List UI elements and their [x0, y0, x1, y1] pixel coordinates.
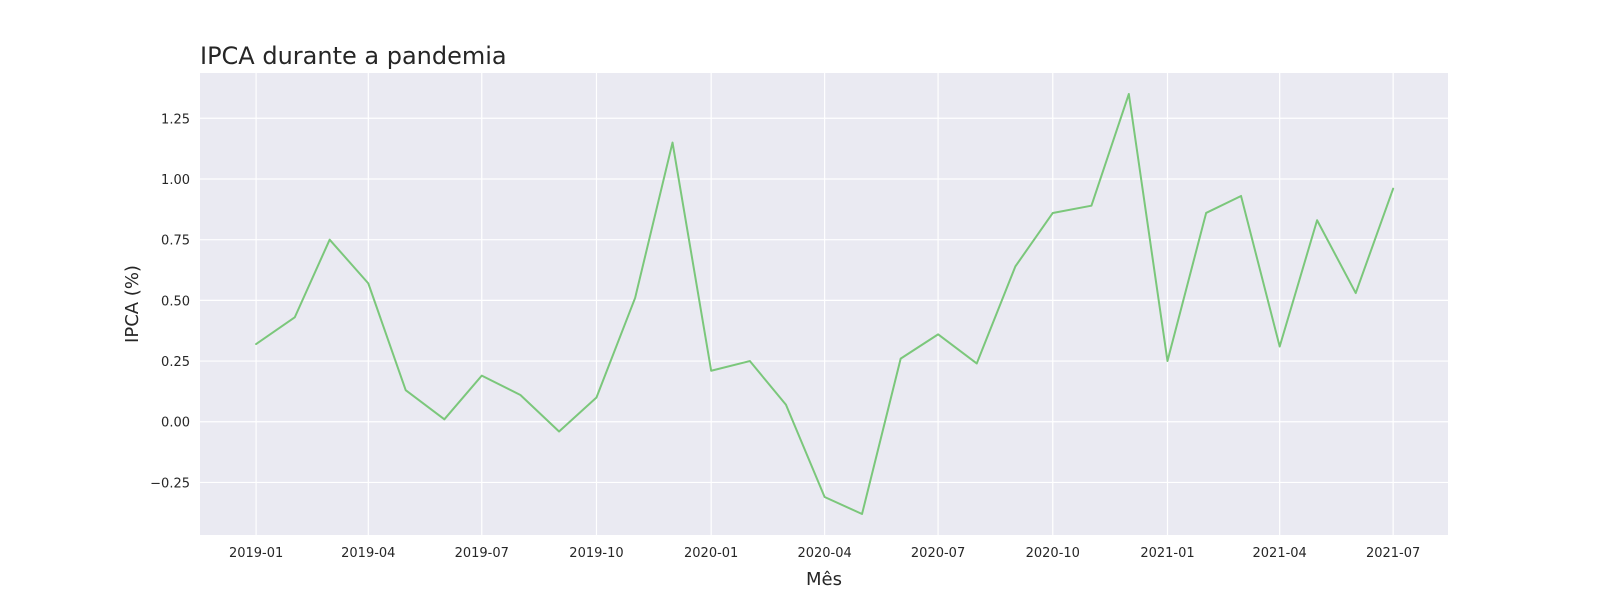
x-tick-label: 2019-07: [455, 546, 509, 561]
plot-area: [200, 73, 1448, 535]
x-tick-label: 2020-07: [911, 546, 965, 561]
series-layer: [255, 93, 1395, 515]
x-tick-label: 2019-01: [229, 546, 283, 561]
y-tick-label: 1.25: [161, 112, 190, 127]
x-axis-label: Mês: [806, 569, 842, 590]
x-tick-label: 2020-10: [1026, 546, 1080, 561]
grid-lines: [200, 73, 1448, 535]
y-tick-label: 0.00: [161, 416, 190, 431]
x-tick-label: 2021-07: [1366, 546, 1420, 561]
x-tick-label: 2021-01: [1140, 546, 1194, 561]
chart-title: IPCA durante a pandemia: [200, 42, 507, 70]
x-tick-label: 2021-04: [1253, 546, 1307, 561]
x-tick-label: 2020-01: [684, 546, 738, 561]
x-axis-ticks: 2019-01 2019-04 2019-07 2019-10 2020-01 2020-…: [229, 546, 1420, 561]
y-tick-label: 0.75: [161, 234, 190, 249]
x-tick-label: 2019-10: [569, 546, 623, 561]
y-axis-label: IPCA (%): [122, 265, 143, 343]
y-tick-label: 0.25: [161, 355, 190, 370]
y-axis-ticks: −0.25 0.00 0.25 0.50 0.75 1.00 1.25: [150, 112, 190, 491]
x-tick-label: 2020-04: [797, 546, 851, 561]
y-tick-label: −0.25: [150, 476, 190, 491]
x-tick-label: 2019-04: [341, 546, 395, 561]
y-tick-label: 0.50: [161, 294, 190, 309]
y-tick-label: 1.00: [161, 173, 190, 188]
series-line-0: [255, 93, 1395, 515]
